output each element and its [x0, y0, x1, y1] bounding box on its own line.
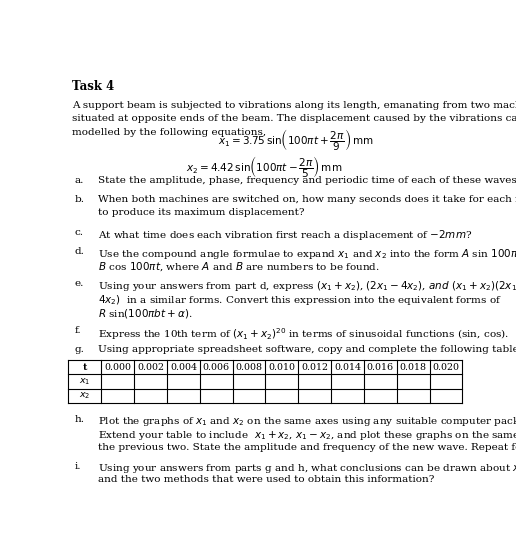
Text: to produce its maximum displacement?: to produce its maximum displacement? [99, 208, 305, 218]
Text: d.: d. [74, 247, 85, 255]
Text: t: t [83, 363, 87, 372]
Text: $4x_2)$  in a similar forms. Convert this expression into the equivalent forms o: $4x_2)$ in a similar forms. Convert this… [99, 293, 503, 307]
Text: Using your answers from part d, express $( x_1 + x_2)$, $( 2x_1 - 4x_2)$, $and$ : Using your answers from part d, express … [99, 279, 516, 294]
Text: Extend your table to include  $x_1 + x_2$, $x_1 - x_2$, and plot these graphs on: Extend your table to include $x_1 + x_2$… [99, 429, 516, 442]
Text: $x_1 = 3.75\,\sin\!\left(100\pi t + \dfrac{2\pi}{9}\right)\,\mathrm{mm}$: $x_1 = 3.75\,\sin\!\left(100\pi t + \dfr… [218, 127, 374, 153]
Text: $R$ sin$(100\pi bt + \alpha)$.: $R$ sin$(100\pi bt + \alpha)$. [99, 307, 193, 320]
Text: the previous two. State the amplitude and frequency of the new wave. Repeat for : the previous two. State the amplitude an… [99, 443, 516, 452]
Text: f.: f. [74, 326, 81, 335]
Text: $B$ cos $100\pi t$, where $A$ and $B$ are numbers to be found.: $B$ cos $100\pi t$, where $A$ and $B$ ar… [99, 260, 380, 273]
Text: modelled by the following equations,: modelled by the following equations, [72, 128, 267, 137]
Text: i.: i. [74, 461, 81, 471]
Text: and the two methods that were used to obtain this information?: and the two methods that were used to ob… [99, 475, 435, 484]
Text: g.: g. [74, 345, 85, 354]
Text: When both machines are switched on, how many seconds does it take for each machi: When both machines are switched on, how … [99, 195, 516, 204]
Text: 0.008: 0.008 [235, 363, 263, 372]
Text: Using your answers from parts g and h, what conclusions can be drawn about $x_1 : Using your answers from parts g and h, w… [99, 461, 516, 475]
Text: Express the 10th term of $( x_1 + x_2)^{20}$ in terms of sinusoidal functions (s: Express the 10th term of $( x_1 + x_2)^{… [99, 326, 509, 342]
Text: 0.004: 0.004 [170, 363, 197, 372]
Text: 0.006: 0.006 [203, 363, 230, 372]
Text: $x_2 = 4.42\,\sin\!\left(100\pi t - \dfrac{2\pi}{5}\right)\,\mathrm{mm}$: $x_2 = 4.42\,\sin\!\left(100\pi t - \dfr… [186, 154, 343, 180]
Text: Task 4: Task 4 [72, 80, 115, 93]
Text: a.: a. [74, 176, 84, 184]
Text: e.: e. [74, 279, 84, 289]
Text: b.: b. [74, 195, 85, 204]
Text: At what time does each vibration first reach a displacement of $-2mm$?: At what time does each vibration first r… [99, 228, 473, 242]
Text: 0.014: 0.014 [334, 363, 361, 372]
Text: 0.016: 0.016 [367, 363, 394, 372]
Text: $x_1$: $x_1$ [79, 376, 91, 387]
Text: 0.002: 0.002 [137, 363, 164, 372]
Text: A support beam is subjected to vibrations along its length, emanating from two m: A support beam is subjected to vibration… [72, 101, 516, 110]
Text: Using appropriate spreadsheet software, copy and complete the following table of: Using appropriate spreadsheet software, … [99, 345, 516, 354]
Text: 0.010: 0.010 [268, 363, 295, 372]
Text: 0.018: 0.018 [400, 363, 427, 372]
Text: h.: h. [74, 416, 85, 424]
Text: Use the compound angle formulae to expand $x_1$ and $x_2$ into the form $A$ sin : Use the compound angle formulae to expan… [99, 247, 516, 261]
Text: Plot the graphs of $x_1$ and $x_2$ on the same axes using any suitable computer : Plot the graphs of $x_1$ and $x_2$ on th… [99, 416, 516, 428]
Text: situated at opposite ends of the beam. The displacement caused by the vibrations: situated at opposite ends of the beam. T… [72, 114, 516, 123]
Text: State the amplitude, phase, frequency and periodic time of each of these waves.: State the amplitude, phase, frequency an… [99, 176, 516, 184]
Text: c.: c. [74, 228, 84, 237]
Text: 0.012: 0.012 [301, 363, 328, 372]
Text: $x_2$: $x_2$ [79, 391, 91, 401]
Text: 0.020: 0.020 [432, 363, 459, 372]
Text: 0.000: 0.000 [104, 363, 131, 372]
